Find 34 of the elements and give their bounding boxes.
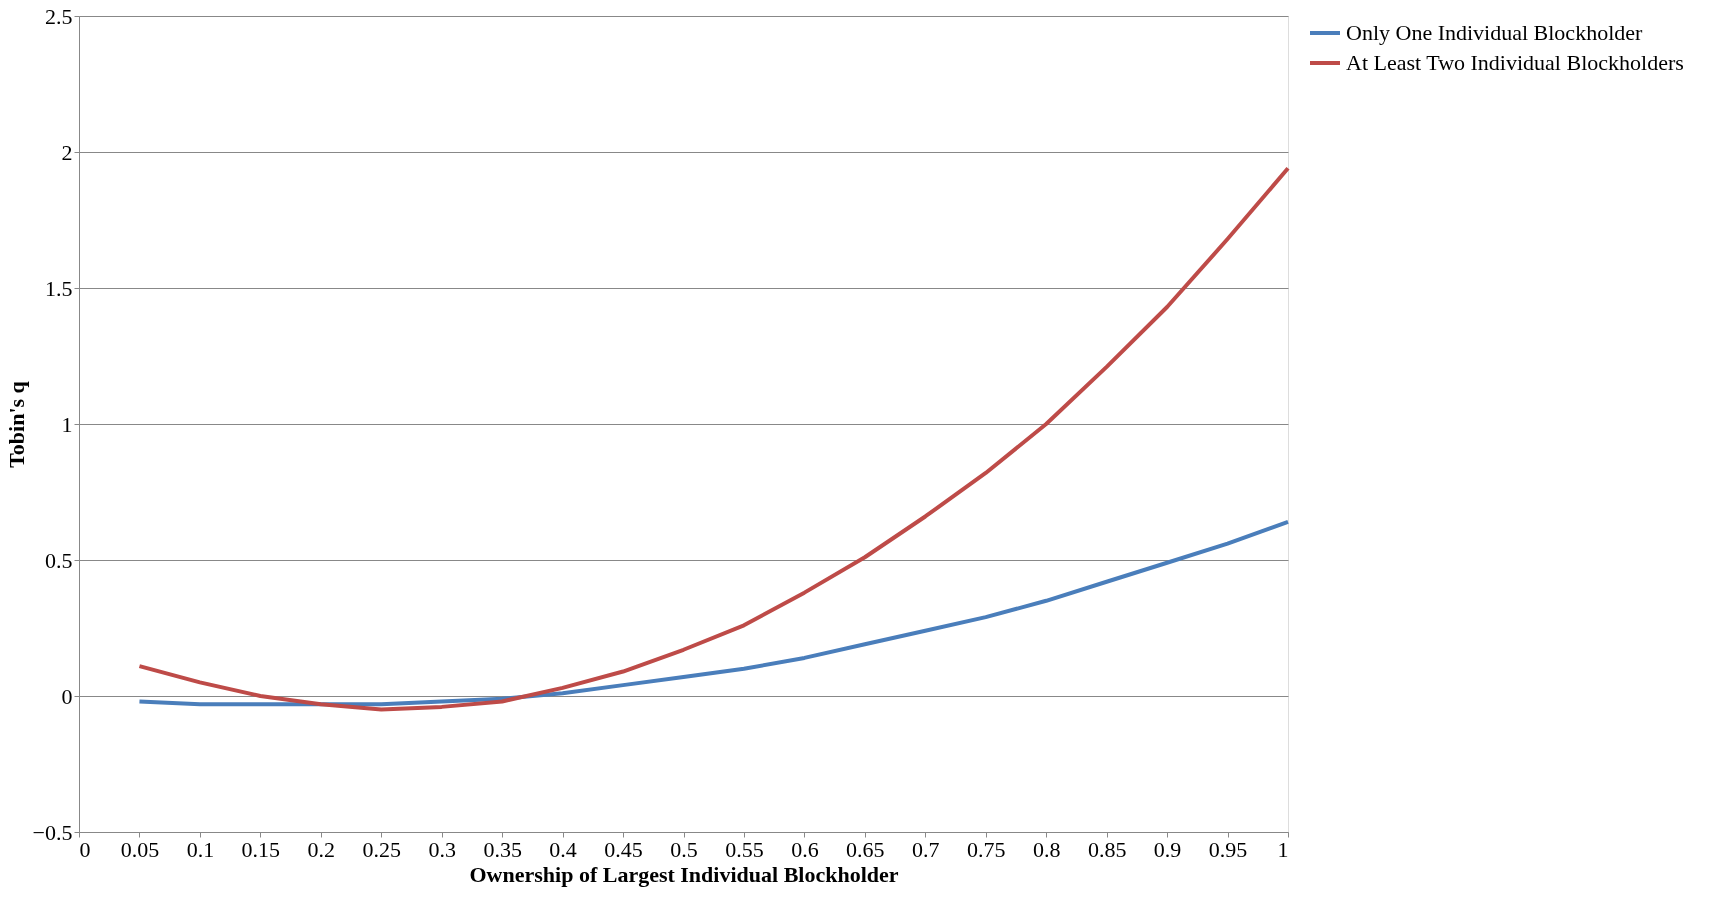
x-tick-label: 1 xyxy=(1277,836,1289,862)
y-tick-label: 0 xyxy=(61,683,73,709)
x-tick-label: 0.65 xyxy=(846,836,885,862)
x-tick-label: 0.45 xyxy=(604,836,643,862)
x-tick-label: 0.1 xyxy=(186,836,215,862)
x-tick-label: 0.55 xyxy=(725,836,764,862)
x-tick-label: 0.95 xyxy=(1208,836,1248,862)
y-tick-label: 1 xyxy=(61,411,73,437)
x-tick-label: 0.75 xyxy=(967,836,1006,862)
x-tick-label: 0.8 xyxy=(1032,836,1061,862)
x-tick-label: 0.05 xyxy=(120,836,160,862)
y-axis-title: Tobin's q xyxy=(3,380,29,468)
y-tick-label: 0.5 xyxy=(45,547,73,573)
x-tick-label: 0.7 xyxy=(912,836,940,862)
x-tick-label: 0.25 xyxy=(362,836,401,862)
x-tick-label: 0.85 xyxy=(1087,836,1127,862)
y-tick-label: 2 xyxy=(61,139,73,165)
x-axis-title: Ownership of Largest Individual Blockholder xyxy=(469,861,899,887)
x-tick-label: 0.15 xyxy=(241,836,281,862)
line-series xyxy=(137,166,1290,712)
x-tick-label: 0 xyxy=(79,836,91,862)
x-tick-label: 0.4 xyxy=(549,836,577,862)
x-tick-label: 0.35 xyxy=(483,836,522,862)
legend-label: Only One Individual Blockholder xyxy=(1346,20,1644,45)
x-tick-label: 0.6 xyxy=(791,836,819,862)
x-tick-label: 0.2 xyxy=(307,836,336,862)
line-series xyxy=(137,519,1290,707)
y-tick-label: −0.5 xyxy=(32,819,73,845)
legend-label: At Least Two Individual Blockholders xyxy=(1346,50,1684,75)
x-tick-label: 0.9 xyxy=(1153,836,1182,862)
x-tick-label: 0.5 xyxy=(670,836,698,862)
x-tick-label: 0.3 xyxy=(428,836,456,862)
y-tick-label: 1.5 xyxy=(45,275,73,301)
y-tick-label: 2.5 xyxy=(45,3,73,29)
